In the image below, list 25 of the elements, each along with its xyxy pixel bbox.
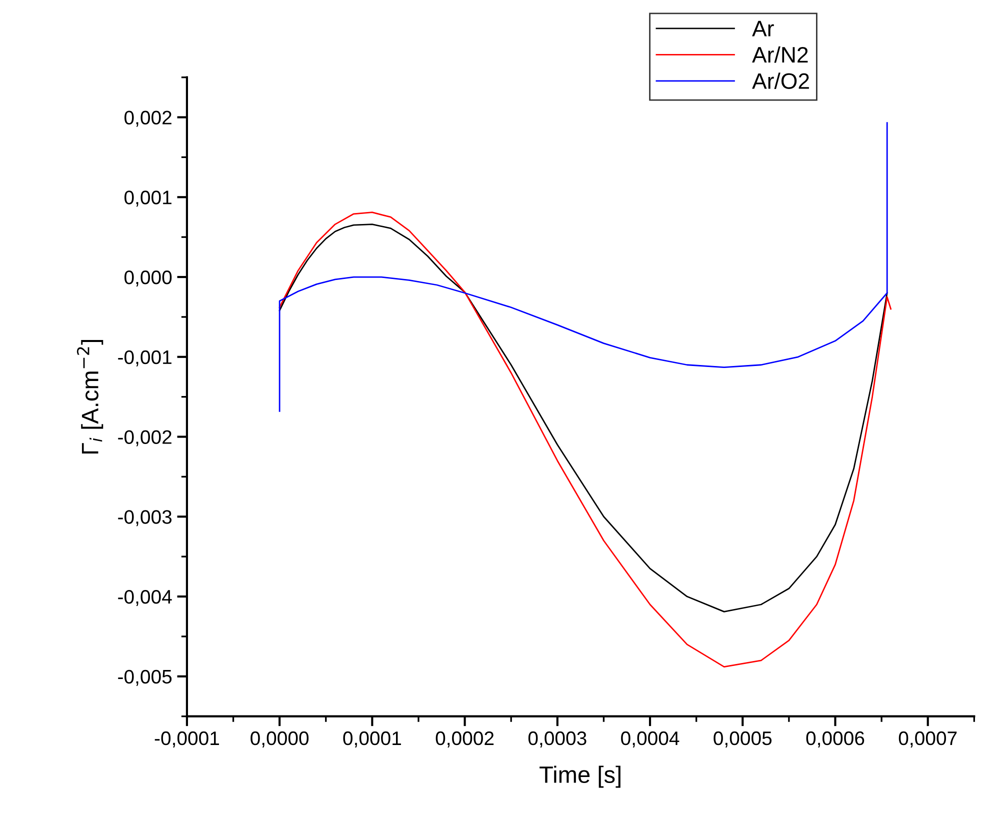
legend-label: Ar/O2 xyxy=(752,72,809,89)
y-tick-label: -0,004 xyxy=(118,590,172,606)
y-tick-label: -0,005 xyxy=(118,670,172,686)
x-tick-label: 0,0006 xyxy=(806,731,864,748)
legend-label: Ar/N2 xyxy=(752,46,808,63)
x-tick-label: 0,0000 xyxy=(250,731,309,748)
x-tick-label: 0,0007 xyxy=(898,731,957,748)
x-tick-label: 0,0004 xyxy=(621,731,680,748)
y-axis-title: Γ$_{i}$ [A.cm$^{−2}$] xyxy=(76,340,104,454)
x-tick-label: 0,0002 xyxy=(436,731,494,748)
legend-label: Ar xyxy=(752,20,774,36)
x-tick-label: 0,0003 xyxy=(528,731,586,748)
x-tick-label: 0,0005 xyxy=(714,731,772,748)
x-axis-title: Time [s] xyxy=(540,766,620,788)
x-tick-label: -0,0001 xyxy=(154,731,219,748)
y-tick-label: -0,003 xyxy=(118,510,172,526)
y-tick-label: -0,002 xyxy=(118,430,172,446)
y-tick-label: 0,000 xyxy=(124,270,172,287)
y-tick-label: -0,001 xyxy=(118,350,172,366)
y-tick-label: 0,001 xyxy=(124,190,172,207)
line-series xyxy=(278,122,888,412)
line-series xyxy=(278,224,888,612)
y-tick-label: 0,002 xyxy=(124,110,172,127)
x-tick-label: 0,0001 xyxy=(343,731,401,748)
line-series xyxy=(278,212,892,668)
